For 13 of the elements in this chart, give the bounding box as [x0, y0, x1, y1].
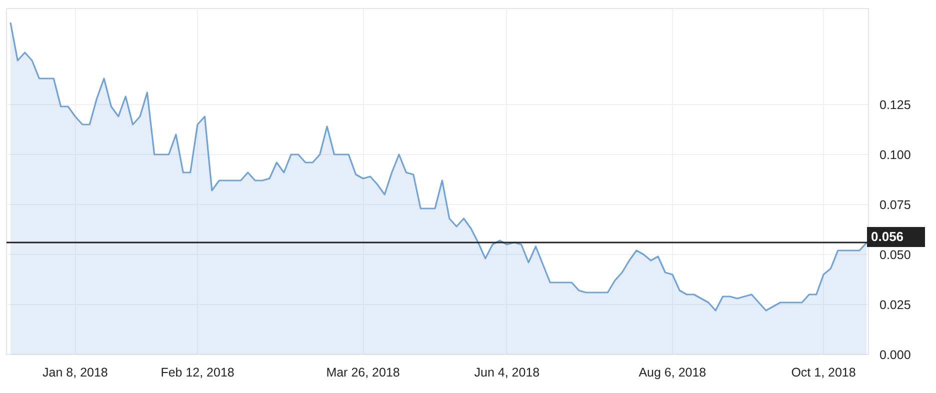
y-tick-label: 0.000	[880, 348, 911, 362]
y-tick-label: 0.075	[880, 198, 911, 212]
y-tick-label: 0.025	[880, 298, 911, 312]
x-tick-label: Aug 6, 2018	[638, 366, 706, 380]
y-tick-label: 0.100	[880, 148, 911, 162]
x-tick-label: Jun 4, 2018	[474, 366, 540, 380]
y-tick-label: 0.050	[880, 248, 911, 262]
y-tick-label: 0.125	[880, 98, 911, 112]
x-tick-label: Oct 1, 2018	[791, 366, 856, 380]
x-tick-label: Feb 12, 2018	[160, 366, 234, 380]
x-tick-label: Mar 26, 2018	[326, 366, 400, 380]
ref-line-label: 0.056	[871, 228, 904, 246]
x-tick-label: Jan 8, 2018	[42, 366, 108, 380]
